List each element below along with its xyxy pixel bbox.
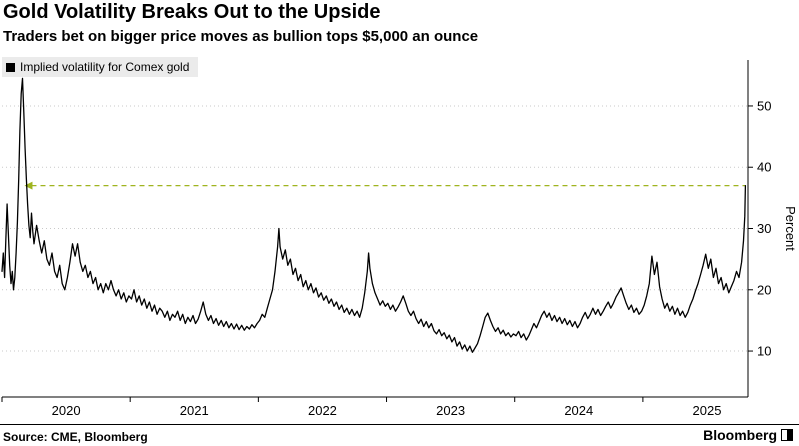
- svg-text:2022: 2022: [308, 403, 337, 418]
- svg-text:2023: 2023: [436, 403, 465, 418]
- bloomberg-logo-icon: [781, 429, 793, 441]
- svg-text:2020: 2020: [52, 403, 81, 418]
- volatility-line-chart: 10 20 30 40 50 2020 2021 2022 2023 2024 2025 Percen…: [1, 60, 798, 418]
- bloomberg-logo: Bloomberg: [703, 427, 793, 443]
- chart-subtitle: Traders bet on bigger price moves as bul…: [3, 28, 479, 45]
- chart-title: Gold Volatility Breaks Out to the Upside: [3, 1, 381, 23]
- svg-text:30: 30: [757, 221, 771, 236]
- legend-marker-icon: [6, 62, 15, 72]
- svg-text:2024: 2024: [564, 403, 593, 418]
- svg-text:40: 40: [757, 160, 771, 175]
- svg-text:50: 50: [757, 98, 771, 113]
- source-note: Source: CME, Bloomberg: [3, 430, 148, 444]
- svg-text:2025: 2025: [693, 403, 722, 418]
- svg-text:2021: 2021: [180, 403, 209, 418]
- svg-text:20: 20: [757, 282, 771, 297]
- bloomberg-wordmark: Bloomberg: [703, 427, 777, 443]
- legend: Implied volatility for Comex gold: [2, 57, 199, 77]
- footer-divider: [0, 424, 799, 425]
- legend-label: Implied volatility for Comex gold: [20, 60, 190, 74]
- svg-text:Percent: Percent: [783, 206, 798, 251]
- svg-text:10: 10: [757, 344, 771, 359]
